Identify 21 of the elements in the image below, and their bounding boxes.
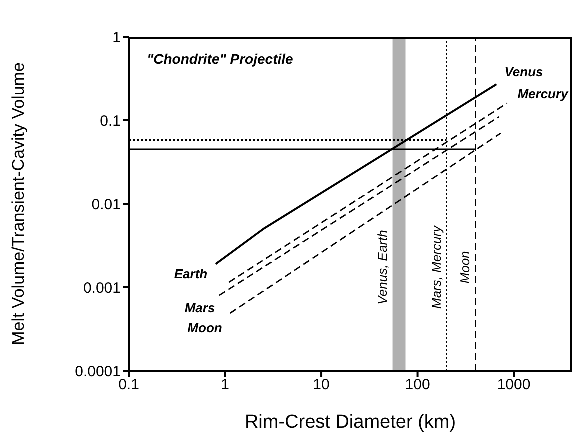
annotation: Mercury [518,86,568,102]
annotation: Moon [188,320,222,336]
y-tick-label: 0.0001 [75,363,121,380]
x-tick-label: 0.1 [118,376,140,394]
ref-line-label: Moon [458,251,473,284]
band-label: Venus, Earth [374,230,390,305]
y-tick-label: 0.1 [100,112,121,130]
y-axis-title: Melt Volume/Transient-Cavity Volume [9,62,28,346]
annotation: "Chondrite" Projectile [147,51,294,67]
y-tick-label: 1 [112,29,121,46]
x-tick-label: 1 [221,376,230,394]
x-tick-label: 1000 [497,376,531,394]
annotation: Mars [184,300,216,316]
ref-line-label: Mars, Mercury [428,224,444,309]
y-tick-label: 0.001 [83,280,121,297]
annotation: Earth [174,266,208,282]
x-axis-title: Rim-Crest Diameter (km) [244,412,456,432]
y-tick-label: 0.01 [92,196,121,214]
annotation: Venus [504,64,544,80]
x-tick-label: 100 [405,376,430,394]
x-tick-label: 10 [313,376,330,394]
